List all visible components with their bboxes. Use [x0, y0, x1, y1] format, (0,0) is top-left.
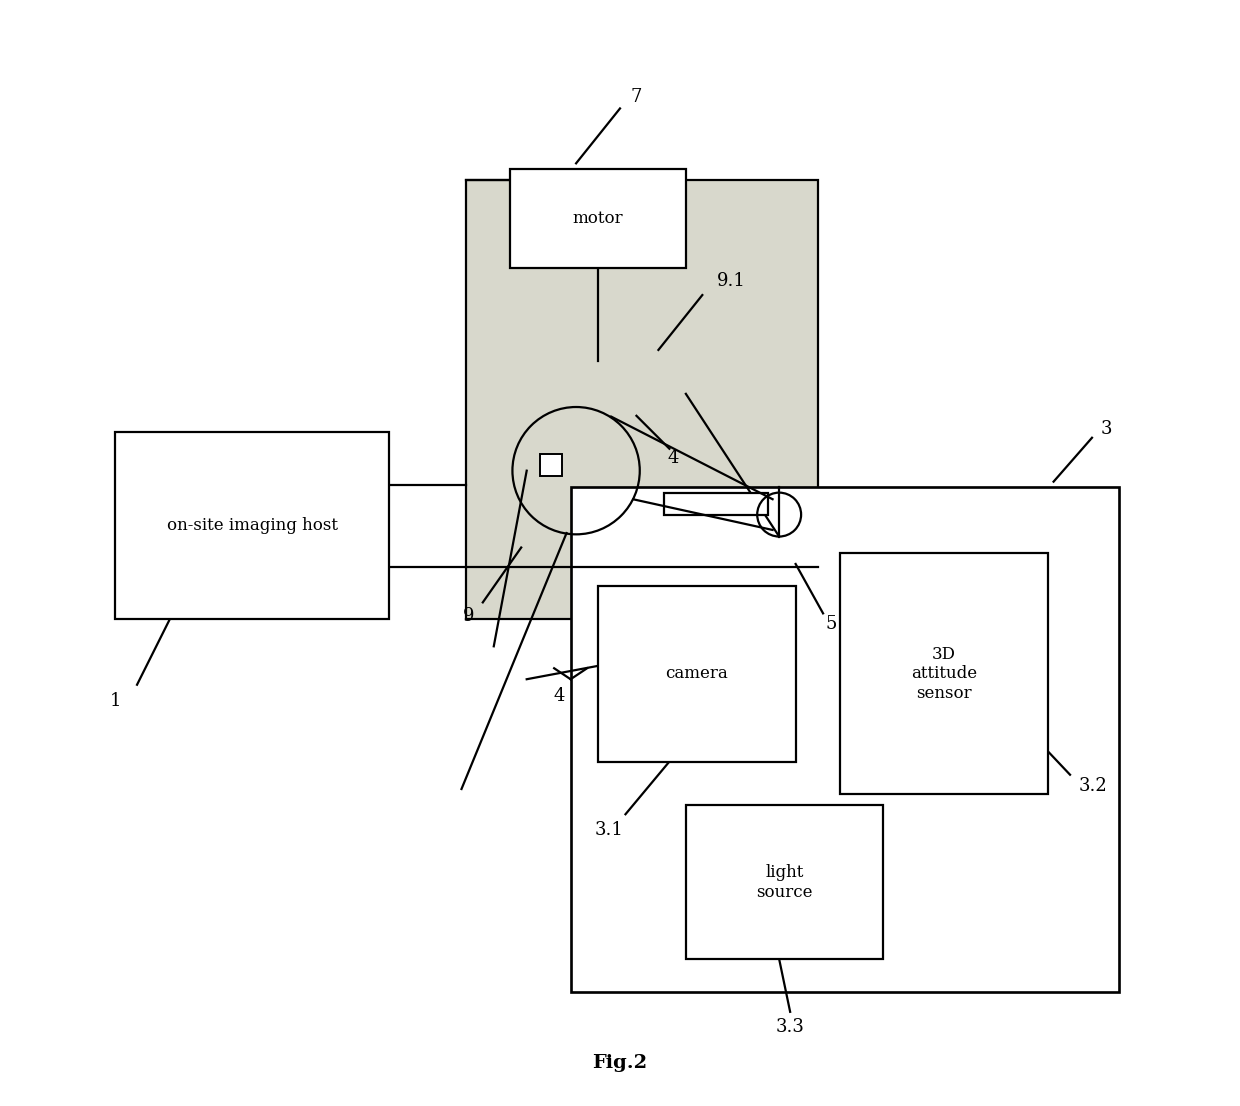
FancyBboxPatch shape	[598, 586, 796, 762]
FancyBboxPatch shape	[115, 432, 389, 619]
FancyBboxPatch shape	[539, 455, 562, 477]
FancyBboxPatch shape	[466, 180, 817, 619]
Text: 4: 4	[554, 687, 565, 705]
Text: Fig.2: Fig.2	[593, 1054, 647, 1073]
Text: 3D
attitude
sensor: 3D attitude sensor	[910, 646, 977, 702]
Text: 9: 9	[463, 606, 474, 625]
Text: 3: 3	[1101, 420, 1112, 438]
Text: on-site imaging host: on-site imaging host	[167, 518, 337, 534]
Text: 4: 4	[667, 449, 678, 467]
Text: 1: 1	[109, 692, 120, 710]
Text: motor: motor	[573, 210, 624, 227]
FancyBboxPatch shape	[570, 487, 1120, 992]
FancyBboxPatch shape	[510, 169, 686, 268]
Text: 3.1: 3.1	[595, 821, 624, 838]
Text: camera: camera	[666, 665, 728, 682]
Text: 7: 7	[631, 88, 642, 106]
FancyBboxPatch shape	[686, 805, 883, 959]
FancyBboxPatch shape	[839, 553, 1048, 794]
Text: 3.3: 3.3	[776, 1019, 805, 1036]
Text: 5: 5	[825, 615, 837, 634]
Text: 3.2: 3.2	[1079, 776, 1107, 795]
Text: 9.1: 9.1	[717, 272, 745, 290]
FancyBboxPatch shape	[663, 492, 769, 514]
Text: light
source: light source	[756, 864, 813, 900]
